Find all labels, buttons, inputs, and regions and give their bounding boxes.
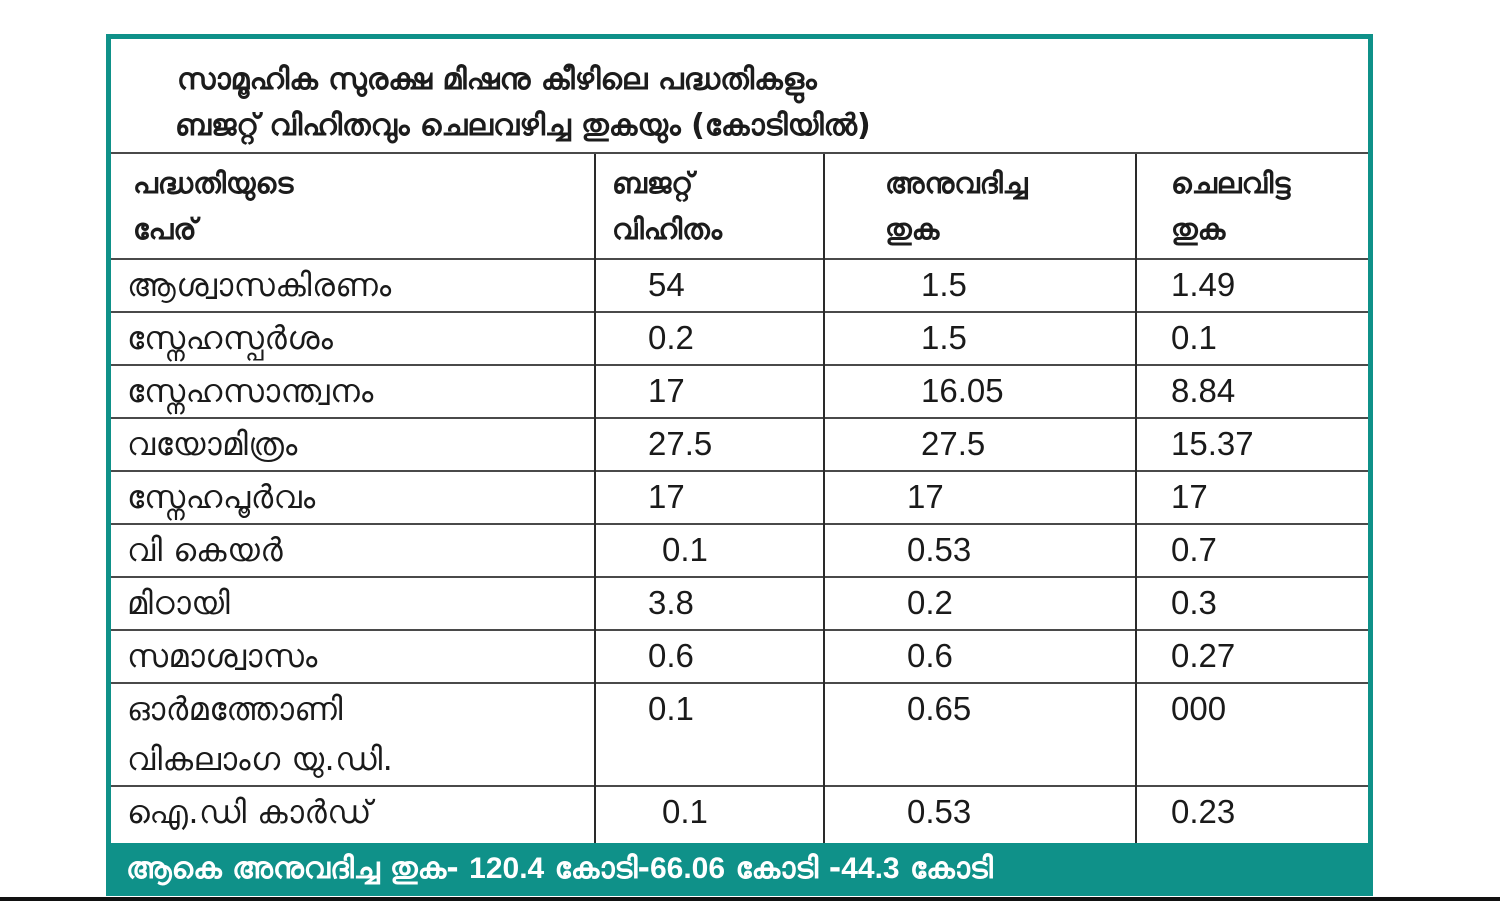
budget-value: 0.1	[594, 682, 824, 786]
budget-value: 54	[594, 258, 824, 312]
table-title: സാമൂഹിക സുരക്ഷ മിഷനു കീഴിലെ പദ്ധതികളും ബ…	[111, 39, 1368, 152]
table-row: മിഠായി 3.8 0.2 0.3	[111, 576, 1368, 630]
allotted-value: 0.53	[823, 523, 1136, 577]
scheme-name: സ്നേഹസ്പർശം	[111, 311, 595, 365]
allotted-value: 17	[823, 470, 1136, 524]
column-header-line: വിഹിതം	[612, 212, 722, 246]
column-header-budget: ബജറ്റ് വിഹിതം	[594, 152, 824, 259]
allotted-value: 1.5	[823, 258, 1136, 312]
unit-crore: കോടി -	[725, 851, 842, 886]
spent-value: 0.7	[1135, 523, 1368, 577]
allotted-value: 0.2	[823, 576, 1136, 630]
spent-value: 8.84	[1135, 364, 1368, 418]
allotted-value: 16.05	[823, 364, 1136, 418]
table-row: സ്നേഹസ്പർശം 0.2 1.5 0.1	[111, 311, 1368, 365]
title-line-2: ബജറ്റ് വിഹിതവും ചെലവഴിച്ച തുകയും (കോടിയി…	[175, 108, 871, 143]
table-row: സമാശ്വാസം 0.6 0.6 0.27	[111, 629, 1368, 683]
scheme-name-line-2: വികലാംഗ യു.ഡി.	[127, 740, 394, 778]
scheme-name: സ്നേഹപൂർവം	[111, 470, 595, 524]
table-row: ഓർമത്തോണി വികലാംഗ യു.ഡി. 0.1 0.65 000	[111, 682, 1368, 786]
budget-value: 3.8	[594, 576, 824, 630]
scheme-name: ഓർമത്തോണി വികലാംഗ യു.ഡി.	[111, 682, 595, 786]
scheme-name-line-1: ഓർമത്തോണി	[127, 690, 344, 728]
budget-value: 27.5	[594, 417, 824, 471]
total-budget: 120.4	[469, 852, 545, 885]
column-header-line: പേര്	[133, 212, 197, 246]
budget-value: 0.1	[594, 785, 824, 849]
allotted-value: 1.5	[823, 311, 1136, 365]
header-row: പദ്ധതിയുടെ പേര് ബജറ്റ് വിഹിതം അനുവദിച്ച …	[111, 152, 1368, 259]
spent-value: 15.37	[1135, 417, 1368, 471]
budget-value: 17	[594, 470, 824, 524]
totals-label: ആകെ അനുവദിച്ച തുക-	[126, 851, 470, 886]
column-header-line: അനുവദിച്ച	[885, 166, 1028, 200]
spent-value: 17	[1135, 470, 1368, 524]
unit-crore: കോടി	[899, 851, 993, 886]
total-allotted: 66.06	[649, 852, 726, 885]
column-header-line: പദ്ധതിയുടെ	[133, 166, 294, 200]
scheme-name: മിഠായി	[111, 576, 595, 630]
budget-value: 0.6	[594, 629, 824, 683]
column-header-allotted: അനുവദിച്ച തുക	[823, 152, 1136, 259]
column-header-line: തുക	[1171, 212, 1226, 246]
budget-value: 0.1	[594, 523, 824, 577]
total-spent: 44.3	[841, 852, 900, 885]
column-header-scheme-name: പദ്ധതിയുടെ പേര്	[111, 152, 595, 259]
spent-value: 1.49	[1135, 258, 1368, 312]
schemes-table: പദ്ധതിയുടെ പേര് ബജറ്റ് വിഹിതം അനുവദിച്ച …	[111, 152, 1368, 849]
allotted-value: 0.53	[823, 785, 1136, 849]
allotted-value: 0.65	[823, 682, 1136, 786]
scheme-name: സ്നേഹസാന്ത്വനം	[111, 364, 595, 418]
budget-value: 17	[594, 364, 824, 418]
table-row: വയോമിത്രം 27.5 27.5 15.37	[111, 417, 1368, 471]
table-row: ഐ.ഡി കാർഡ് 0.1 0.53 0.23	[111, 785, 1368, 849]
scheme-name: വി കെയർ	[111, 523, 595, 577]
scheme-name: ഐ.ഡി കാർഡ്	[111, 785, 595, 849]
allotted-value: 27.5	[823, 417, 1136, 471]
unit-crore: കോടി-	[544, 851, 650, 886]
table-frame: സാമൂഹിക സുരക്ഷ മിഷനു കീഴിലെ പദ്ധതികളും ബ…	[106, 34, 1373, 896]
scheme-name: വയോമിത്രം	[111, 417, 595, 471]
spent-value: 000	[1135, 682, 1368, 786]
column-header-line: തുക	[885, 212, 940, 246]
spent-value: 0.1	[1135, 311, 1368, 365]
column-header-line: ചെലവിട്ട	[1171, 166, 1291, 200]
table-row: സ്നേഹസാന്ത്വനം 17 16.05 8.84	[111, 364, 1368, 418]
column-header-spent: ചെലവിട്ട തുക	[1135, 152, 1368, 259]
bottom-rule-divider	[0, 897, 1500, 901]
column-header-line: ബജറ്റ്	[612, 166, 694, 200]
table-row: ആശ്വാസകിരണം 54 1.5 1.49	[111, 258, 1368, 312]
budget-value: 0.2	[594, 311, 824, 365]
scheme-name: ആശ്വാസകിരണം	[111, 258, 595, 312]
table-row: വി കെയർ 0.1 0.53 0.7	[111, 523, 1368, 577]
table-row: സ്നേഹപൂർവം 17 17 17	[111, 470, 1368, 524]
allotted-value: 0.6	[823, 629, 1136, 683]
title-line-1: സാമൂഹിക സുരക്ഷ മിഷനു കീഴിലെ പദ്ധതികളും	[177, 62, 817, 97]
totals-footer: ആകെ അനുവദിച്ച തുക- 120.4 കോടി-66.06 കോടി…	[106, 843, 1373, 896]
scheme-name: സമാശ്വാസം	[111, 629, 595, 683]
spent-value: 0.23	[1135, 785, 1368, 849]
spent-value: 0.3	[1135, 576, 1368, 630]
spent-value: 0.27	[1135, 629, 1368, 683]
